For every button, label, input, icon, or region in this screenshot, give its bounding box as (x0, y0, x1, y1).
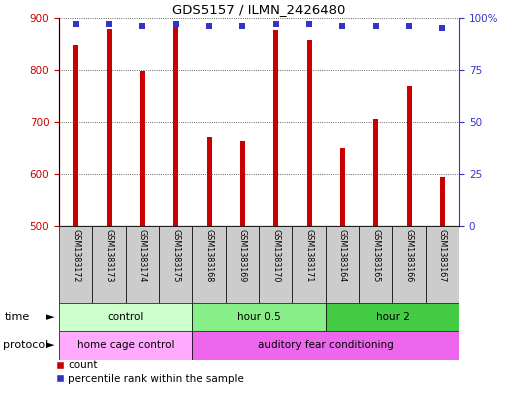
Bar (59, 331, 192, 360)
Text: hour 2: hour 2 (376, 312, 409, 322)
Bar (107, 29, 111, 226)
Text: hour 0.5: hour 0.5 (237, 312, 281, 322)
Bar (192, 331, 459, 360)
Text: control: control (108, 312, 144, 322)
Bar (126, 226, 159, 303)
Bar (426, 226, 459, 303)
Text: time: time (5, 312, 30, 322)
Bar (59, 303, 192, 331)
Text: GSM1383174: GSM1383174 (138, 229, 147, 282)
Bar (292, 226, 326, 303)
Point (105, 21, 113, 27)
Text: GSM1383164: GSM1383164 (338, 229, 347, 282)
Bar (273, 30, 278, 226)
Point (71, 21, 80, 27)
Point (171, 21, 180, 27)
Bar (92, 226, 126, 303)
Text: GSM1383167: GSM1383167 (438, 229, 447, 282)
Text: GSM1383168: GSM1383168 (205, 229, 213, 282)
Bar (440, 177, 445, 226)
Bar (407, 86, 411, 226)
Bar (140, 72, 145, 226)
Point (371, 23, 380, 29)
Bar (326, 226, 359, 303)
Bar (340, 148, 345, 226)
Bar (192, 303, 326, 331)
Bar (392, 226, 426, 303)
Bar (226, 226, 259, 303)
Text: GSM1383165: GSM1383165 (371, 229, 380, 282)
Bar (192, 226, 226, 303)
Bar (59, 226, 92, 303)
Point (138, 23, 146, 29)
Bar (159, 226, 192, 303)
Point (271, 21, 280, 27)
Bar (259, 226, 292, 303)
Text: GSM1383169: GSM1383169 (238, 229, 247, 282)
Point (238, 23, 246, 29)
Point (338, 23, 346, 29)
Text: GSM1383175: GSM1383175 (171, 229, 180, 282)
Point (205, 23, 213, 29)
Bar (359, 226, 392, 303)
Title: GDS5157 / ILMN_2426480: GDS5157 / ILMN_2426480 (172, 4, 346, 17)
Text: ►: ► (46, 340, 54, 351)
Text: GSM1383166: GSM1383166 (405, 229, 413, 282)
Text: ►: ► (46, 312, 54, 322)
Text: GSM1383171: GSM1383171 (305, 229, 313, 282)
Text: GSM1383173: GSM1383173 (105, 229, 113, 282)
Bar (207, 137, 211, 226)
Bar (173, 26, 178, 226)
Bar (307, 40, 311, 226)
Text: auditory fear conditioning: auditory fear conditioning (258, 340, 393, 351)
Point (438, 25, 446, 31)
Legend: count, percentile rank within the sample: count, percentile rank within the sample (51, 356, 248, 388)
Text: GSM1383170: GSM1383170 (271, 229, 280, 282)
Text: home cage control: home cage control (77, 340, 174, 351)
Bar (373, 119, 378, 226)
Bar (326, 303, 459, 331)
Point (305, 21, 313, 27)
Bar (240, 141, 245, 226)
Text: GSM1383172: GSM1383172 (71, 229, 80, 282)
Text: protocol: protocol (3, 340, 48, 351)
Bar (73, 45, 78, 226)
Point (405, 23, 413, 29)
